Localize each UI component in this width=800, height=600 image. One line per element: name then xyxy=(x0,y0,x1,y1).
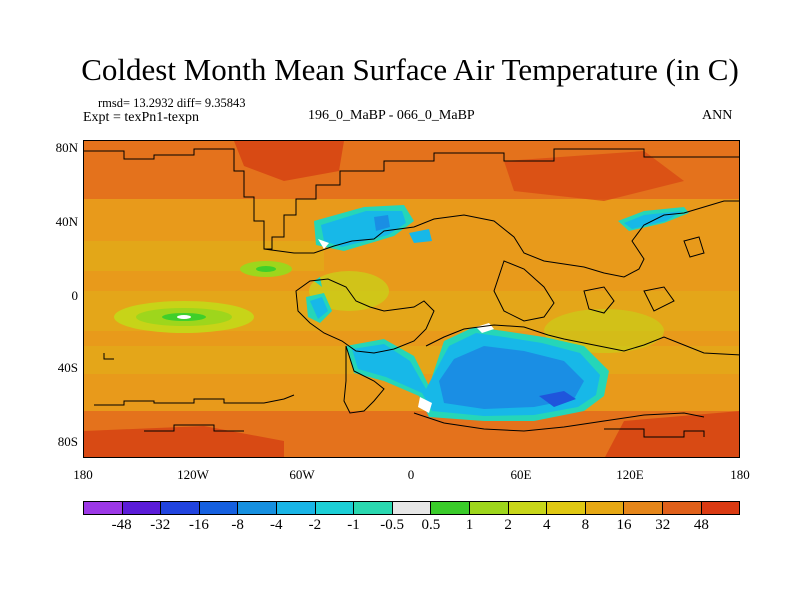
colorbar-label: -1 xyxy=(347,517,360,533)
map-canvas xyxy=(84,141,739,457)
season-label: ANN xyxy=(702,108,733,123)
colorbar-box xyxy=(276,501,316,515)
south-cold-deepblue xyxy=(539,391,576,407)
colorbar-label: 32 xyxy=(655,517,671,533)
colorbar-label: -32 xyxy=(150,517,171,533)
colorbar-label: 1 xyxy=(465,517,474,533)
colorbar-box xyxy=(122,501,162,515)
colorbar-box xyxy=(547,501,586,515)
plot-title: Coldest Month Mean Surface Air Temperatu… xyxy=(81,52,739,87)
colorbar-label: -0.5 xyxy=(380,517,405,533)
lon-tick-label: 60E xyxy=(510,467,532,482)
colorbar-label: 8 xyxy=(581,517,590,533)
lat-tick-label: 40N xyxy=(55,214,78,229)
colorbar-label: 16 xyxy=(616,517,632,533)
difference-label: 196_0_MaBP - 066_0_MaBP xyxy=(308,108,475,123)
colorbar-box xyxy=(508,501,548,515)
colorbar-label: 48 xyxy=(693,517,709,533)
lat-tick-label: 80N xyxy=(55,140,78,155)
hot-patch-south-2 xyxy=(605,411,739,457)
colorbar-box xyxy=(161,501,200,515)
colorbar-label: 2 xyxy=(504,517,512,533)
colorbar-label: 4 xyxy=(543,517,551,533)
colorbar-label: -16 xyxy=(188,517,209,533)
lon-tick-label: 180 xyxy=(73,467,93,482)
colorbar-box xyxy=(315,501,355,515)
lon-tick-label: 60W xyxy=(289,467,315,482)
colorbar-box xyxy=(354,501,393,515)
colorbar-label: -2 xyxy=(308,517,322,533)
lon-tick-label: 0 xyxy=(407,467,415,482)
north-cold-blue xyxy=(374,215,390,231)
south-cold-white xyxy=(418,397,432,413)
colorbar-label: -4 xyxy=(269,517,283,533)
pacific-white xyxy=(177,315,191,319)
mid-cold-cyan xyxy=(409,229,432,243)
lon-tick-label: 120W xyxy=(177,467,209,482)
hot-patch-arctic xyxy=(234,141,344,181)
coastlines xyxy=(84,148,739,438)
colorbar-box xyxy=(624,501,663,515)
colorbar-box xyxy=(199,501,239,515)
colorbar-label: -8 xyxy=(231,517,244,533)
hot-patch-ne xyxy=(504,151,684,201)
hot-patch-south xyxy=(84,426,284,457)
colorbar-box xyxy=(585,501,625,515)
colorbar-label: 0.5 xyxy=(421,517,441,533)
experiment-label: Expt = texPn1-texpn xyxy=(83,110,199,125)
lat-tick-label: 40S xyxy=(57,360,78,375)
colorbar-box xyxy=(238,501,277,515)
colorbar xyxy=(83,501,741,515)
colorbar-box xyxy=(662,501,702,515)
colorbar-box xyxy=(701,501,741,515)
small-cold-1b xyxy=(310,297,328,319)
colorbar-box xyxy=(392,501,432,515)
south-cold-blue xyxy=(439,346,584,409)
colorbar-label: -48 xyxy=(111,517,132,533)
lon-tick-label: 180 xyxy=(730,467,750,482)
io-cool xyxy=(544,309,664,353)
lat-tick-label: 0 xyxy=(71,288,79,303)
lat-tick-label: 80S xyxy=(57,434,78,449)
temperature-map xyxy=(83,140,740,458)
colorbar-box xyxy=(469,501,509,515)
north-cold-white xyxy=(318,239,329,249)
colorbar-box xyxy=(431,501,470,515)
lon-tick-label: 120E xyxy=(616,467,644,482)
rmsd-diff-stats: rmsd= 13.2932 diff= 9.35843 xyxy=(98,96,246,110)
na-green xyxy=(256,266,276,272)
colorbar-box xyxy=(83,501,123,515)
